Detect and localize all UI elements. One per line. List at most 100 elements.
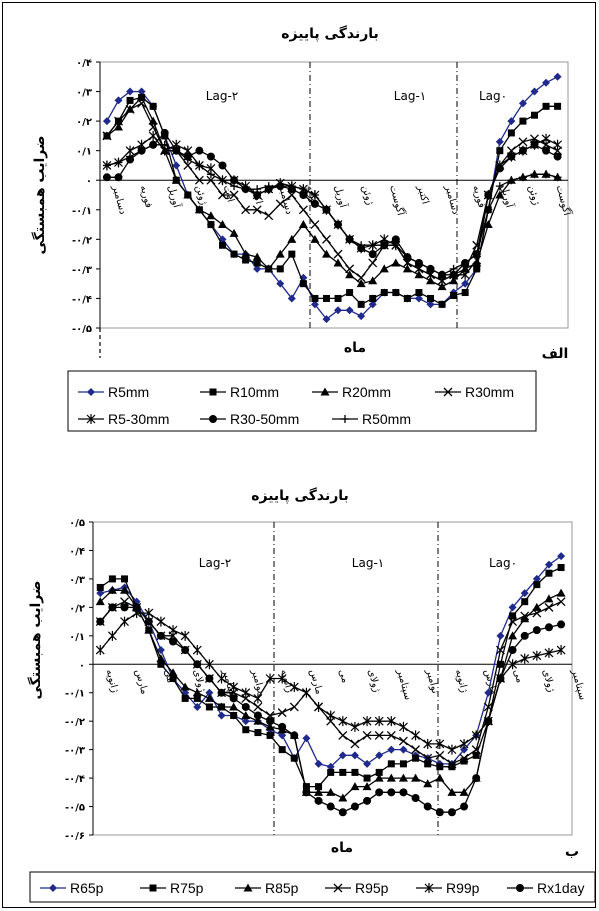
data-point [252, 252, 262, 261]
data-point [96, 617, 105, 626]
data-point [532, 626, 541, 635]
data-point [557, 552, 566, 561]
data-point [334, 306, 343, 315]
data-point [338, 751, 347, 760]
data-point [339, 768, 347, 776]
data-point [448, 763, 456, 771]
data-point [242, 256, 250, 264]
data-point [424, 760, 432, 768]
data-point [553, 139, 563, 150]
data-point [519, 117, 527, 125]
data-point [521, 598, 529, 606]
data-point [471, 745, 481, 755]
x-tick-label: دسامبر [442, 183, 461, 216]
data-point [322, 205, 331, 214]
y-tick-label: -۰/۲ [65, 717, 85, 728]
data-point [314, 701, 323, 712]
x-tick-label: می [511, 668, 525, 684]
data-point [334, 294, 342, 302]
data-point [314, 759, 323, 768]
data-point [287, 190, 297, 200]
y-tick-label: -۰/۳ [72, 265, 92, 276]
legend-entry: R85p [235, 880, 299, 896]
data-point [156, 616, 166, 627]
data-point [120, 597, 129, 607]
data-point [326, 762, 335, 771]
data-point [496, 660, 504, 668]
data-point [544, 647, 554, 658]
data-point [126, 87, 135, 96]
data-point [289, 682, 299, 693]
data-point [172, 161, 181, 170]
data-point [509, 612, 517, 620]
legend-label: R85p [265, 880, 299, 896]
data-point [333, 249, 343, 259]
data-point [114, 96, 123, 105]
data-point [556, 597, 566, 607]
x-tick-label: آگوست [387, 184, 408, 218]
data-point [253, 711, 262, 720]
x-tick-label: اوت [221, 184, 236, 203]
data-point [357, 241, 366, 250]
data-point [556, 645, 566, 656]
data-point [411, 745, 421, 755]
data-point [399, 745, 408, 754]
data-point [192, 645, 202, 656]
data-point [241, 249, 251, 258]
legend-entry: R20mm [312, 384, 391, 400]
data-point [553, 152, 562, 161]
data-point [217, 711, 226, 720]
data-point [386, 773, 396, 782]
data-point [530, 87, 539, 96]
data-point [278, 746, 286, 754]
data-point [253, 693, 263, 704]
data-point [544, 602, 554, 612]
data-point [472, 250, 481, 259]
data-point [302, 788, 311, 797]
data-point [156, 654, 166, 663]
data-point [302, 734, 311, 743]
legend-marker [49, 884, 57, 892]
series-R65p [96, 552, 566, 771]
legend-marker [333, 883, 343, 893]
data-point [95, 597, 105, 606]
data-point [230, 250, 238, 258]
y-tick-label: ۰/۴ [76, 58, 92, 69]
data-point [496, 147, 504, 155]
data-point [350, 739, 360, 749]
data-point [114, 116, 123, 126]
data-point [357, 312, 366, 321]
data-point [241, 702, 250, 711]
data-point [180, 682, 190, 691]
y-tick-label: ۰/۲ [69, 603, 85, 614]
data-point [518, 99, 527, 108]
y-tick-label: -۰/۵ [65, 803, 85, 814]
data-point [230, 176, 239, 185]
data-point [423, 738, 433, 749]
data-point [144, 608, 154, 619]
data-point [368, 276, 378, 285]
data-point [350, 802, 359, 811]
x-tick-label: اکتبر [415, 183, 431, 205]
data-point [520, 611, 530, 621]
data-point [518, 146, 527, 155]
data-point [277, 673, 287, 684]
data-point [414, 270, 424, 279]
data-point [314, 796, 323, 805]
data-point [333, 258, 343, 267]
data-point [195, 161, 204, 170]
data-point [472, 751, 480, 759]
x-tick-label: آگوست [554, 184, 575, 218]
data-point [530, 111, 538, 119]
series-line [106, 144, 558, 276]
data-point [459, 753, 469, 763]
series-R75p [96, 564, 565, 791]
data-point [278, 722, 287, 731]
data-point [168, 625, 178, 636]
data-point [447, 744, 457, 755]
data-point [253, 259, 261, 267]
legend-label: R50mm [362, 411, 411, 427]
data-point [461, 258, 470, 267]
